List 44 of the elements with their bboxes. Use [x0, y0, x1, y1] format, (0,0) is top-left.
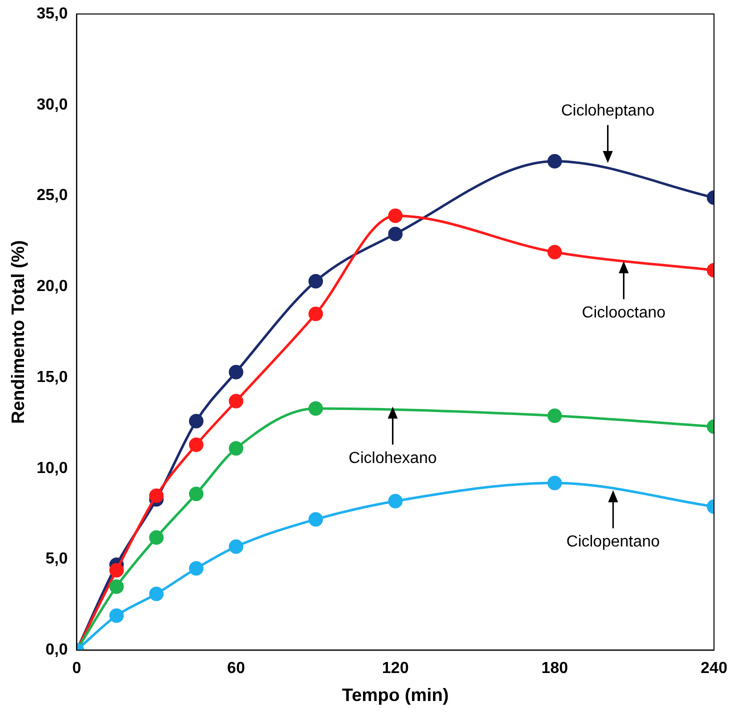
x-tick-label: 0 — [72, 660, 82, 678]
y-tick-label: 0,0 — [45, 642, 68, 659]
point — [228, 441, 244, 456]
point — [547, 154, 562, 168]
y-tick-label: 35,0 — [36, 5, 68, 22]
x-tick-label: 180 — [541, 660, 568, 678]
point — [308, 512, 323, 527]
point — [188, 414, 204, 428]
point — [109, 608, 124, 623]
point — [188, 561, 204, 576]
point — [228, 394, 244, 408]
point — [547, 244, 562, 260]
point — [228, 364, 244, 380]
point — [308, 401, 323, 416]
y-tick-label: 10,0 — [36, 460, 68, 477]
point — [228, 539, 244, 554]
x-tick-label: 120 — [382, 660, 409, 678]
y-tick-label: 30,0 — [36, 96, 68, 114]
point — [388, 494, 403, 508]
y-tick-label: 15,0 — [36, 368, 68, 386]
point — [149, 488, 164, 503]
point — [388, 208, 403, 224]
annotation: Ciclooctano — [582, 304, 666, 322]
annotation: Ciclohexano — [348, 450, 437, 468]
point — [388, 226, 403, 242]
x-tick-label: 240 — [700, 660, 728, 678]
y-tick-label: 20,0 — [36, 278, 68, 296]
point — [109, 562, 124, 578]
annotation: Ciclopentano — [566, 534, 660, 551]
point — [547, 408, 562, 423]
annotation: Cicloheptano — [561, 102, 655, 120]
y-axis-title: Rendimento Total (%) — [8, 240, 28, 424]
point — [149, 586, 164, 602]
point — [188, 438, 204, 452]
point — [308, 306, 323, 322]
point — [308, 274, 323, 288]
point — [188, 486, 204, 502]
y-tick-label: 25,0 — [36, 187, 68, 204]
point — [547, 476, 562, 490]
y-tick-label: 5,0 — [45, 550, 68, 568]
x-tick-label: 60 — [227, 660, 246, 678]
point — [149, 530, 164, 545]
x-axis-title: Tempo (min) — [342, 685, 449, 706]
point — [109, 579, 124, 594]
